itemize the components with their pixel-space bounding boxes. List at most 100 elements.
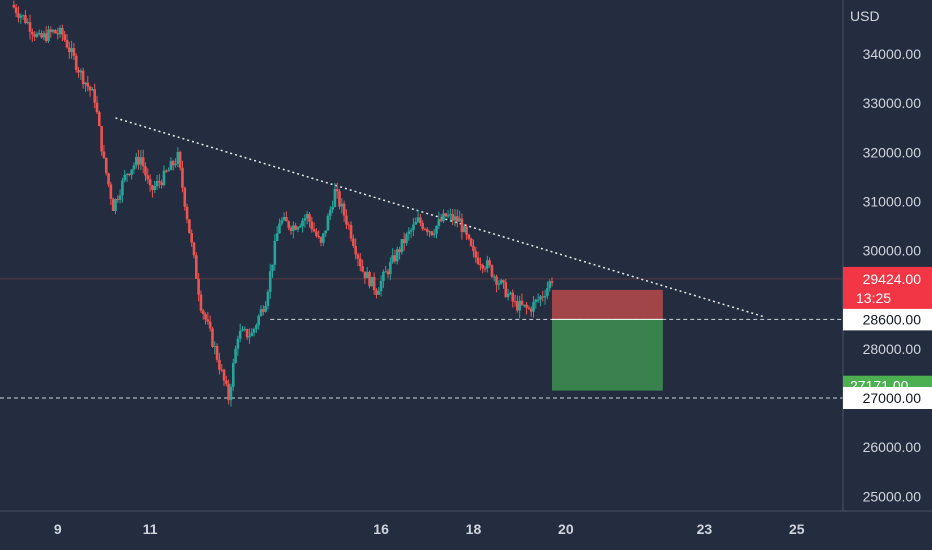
- candle-body: [160, 182, 163, 186]
- candle-body: [91, 89, 94, 91]
- candle-body: [298, 226, 302, 228]
- stop-loss-zone[interactable]: [551, 289, 663, 320]
- candle-body: [402, 239, 406, 244]
- candle-body: [412, 224, 415, 231]
- candle-body: [319, 237, 323, 243]
- candle-body: [458, 218, 461, 222]
- candle-body: [116, 199, 120, 201]
- candle-body: [169, 161, 173, 170]
- x-tick-label: 20: [558, 521, 574, 537]
- candle-body: [442, 213, 445, 222]
- candle-body: [532, 301, 535, 312]
- candle-body: [409, 230, 413, 232]
- candle-body: [287, 221, 290, 228]
- candle-body: [333, 189, 337, 207]
- candle-body: [17, 13, 20, 18]
- candle-body: [144, 166, 147, 176]
- candle-body: [520, 300, 524, 305]
- candle-body: [488, 260, 491, 266]
- candle-body: [280, 220, 284, 224]
- y-tick-label: 34000.00: [863, 46, 922, 62]
- candle-body: [24, 15, 27, 24]
- candle-body: [104, 157, 108, 174]
- candle-body: [245, 329, 249, 338]
- candle-body: [248, 336, 251, 338]
- candle-body: [178, 152, 182, 168]
- level-price-badge-label: 27000.00: [863, 390, 922, 406]
- candle-body: [455, 216, 459, 222]
- candle-body: [139, 157, 143, 165]
- candle-body: [349, 224, 353, 239]
- candle-body: [444, 213, 448, 217]
- price-axis[interactable]: 34000.00 33000.00 32000.00 31000.00 30000.00…: [863, 46, 922, 504]
- candle-body: [324, 230, 327, 234]
- candle-body: [197, 278, 200, 295]
- candle-body: [522, 304, 526, 306]
- candle-body: [93, 89, 96, 103]
- candle-body: [199, 294, 203, 311]
- candle-body: [162, 170, 166, 186]
- candle-body: [312, 229, 316, 232]
- candle-body: [132, 165, 136, 170]
- candle-body: [33, 34, 36, 37]
- candle-body: [379, 280, 383, 292]
- candle-body: [134, 156, 138, 166]
- candle-body: [102, 151, 106, 158]
- candle-body: [229, 386, 233, 401]
- candle-body: [31, 31, 34, 35]
- candle-body: [86, 82, 90, 87]
- candle-body: [204, 313, 207, 320]
- candle-body: [49, 29, 53, 32]
- candle-body: [550, 281, 554, 284]
- candle-body: [241, 329, 244, 331]
- candle-body: [61, 27, 64, 35]
- candle-body: [273, 240, 277, 265]
- candle-body: [77, 69, 80, 73]
- candle-body: [67, 47, 71, 53]
- descending-trendline[interactable]: [115, 117, 765, 318]
- candle-body: [148, 179, 152, 186]
- candle-body: [44, 33, 48, 41]
- candle-body: [375, 290, 378, 295]
- candle-body: [37, 33, 41, 35]
- candle-body: [171, 161, 175, 166]
- x-tick-label: 18: [466, 521, 482, 537]
- plot-area[interactable]: [0, 0, 843, 407]
- candle-body: [206, 319, 210, 322]
- candle-body: [151, 185, 154, 190]
- candle-body: [328, 209, 332, 216]
- time-axis[interactable]: 9 11 16 18 20 23 25: [54, 521, 805, 537]
- candle-body: [88, 86, 92, 91]
- candle-body: [285, 217, 288, 222]
- candle-body: [26, 22, 30, 24]
- candle-body: [181, 167, 184, 188]
- candle-body: [176, 152, 180, 164]
- y-tick-label: 33000.00: [863, 95, 922, 111]
- candle-body: [432, 233, 436, 236]
- candle-body: [525, 304, 528, 308]
- candle-body: [469, 238, 473, 246]
- candle-body: [393, 255, 397, 262]
- candle-body: [529, 308, 533, 312]
- candle-body: [234, 348, 237, 363]
- take-profit-zone[interactable]: [551, 319, 663, 391]
- candle-body: [128, 173, 131, 175]
- candle-body: [384, 271, 388, 273]
- candle-body: [123, 174, 127, 181]
- candle-body: [40, 33, 43, 38]
- candle-body: [502, 280, 505, 283]
- candle-body: [292, 225, 295, 231]
- candle-body: [516, 301, 519, 311]
- candle-body: [504, 282, 508, 298]
- candle-body: [451, 214, 454, 221]
- level-price-badge: [843, 308, 932, 331]
- candle-body: [155, 181, 159, 187]
- last-price-label: 29424.00: [863, 271, 922, 287]
- x-tick-label: 16: [373, 521, 389, 537]
- candle-body: [377, 291, 381, 295]
- candle-body: [259, 309, 263, 317]
- candle-body: [114, 199, 117, 212]
- candle-body: [95, 102, 99, 113]
